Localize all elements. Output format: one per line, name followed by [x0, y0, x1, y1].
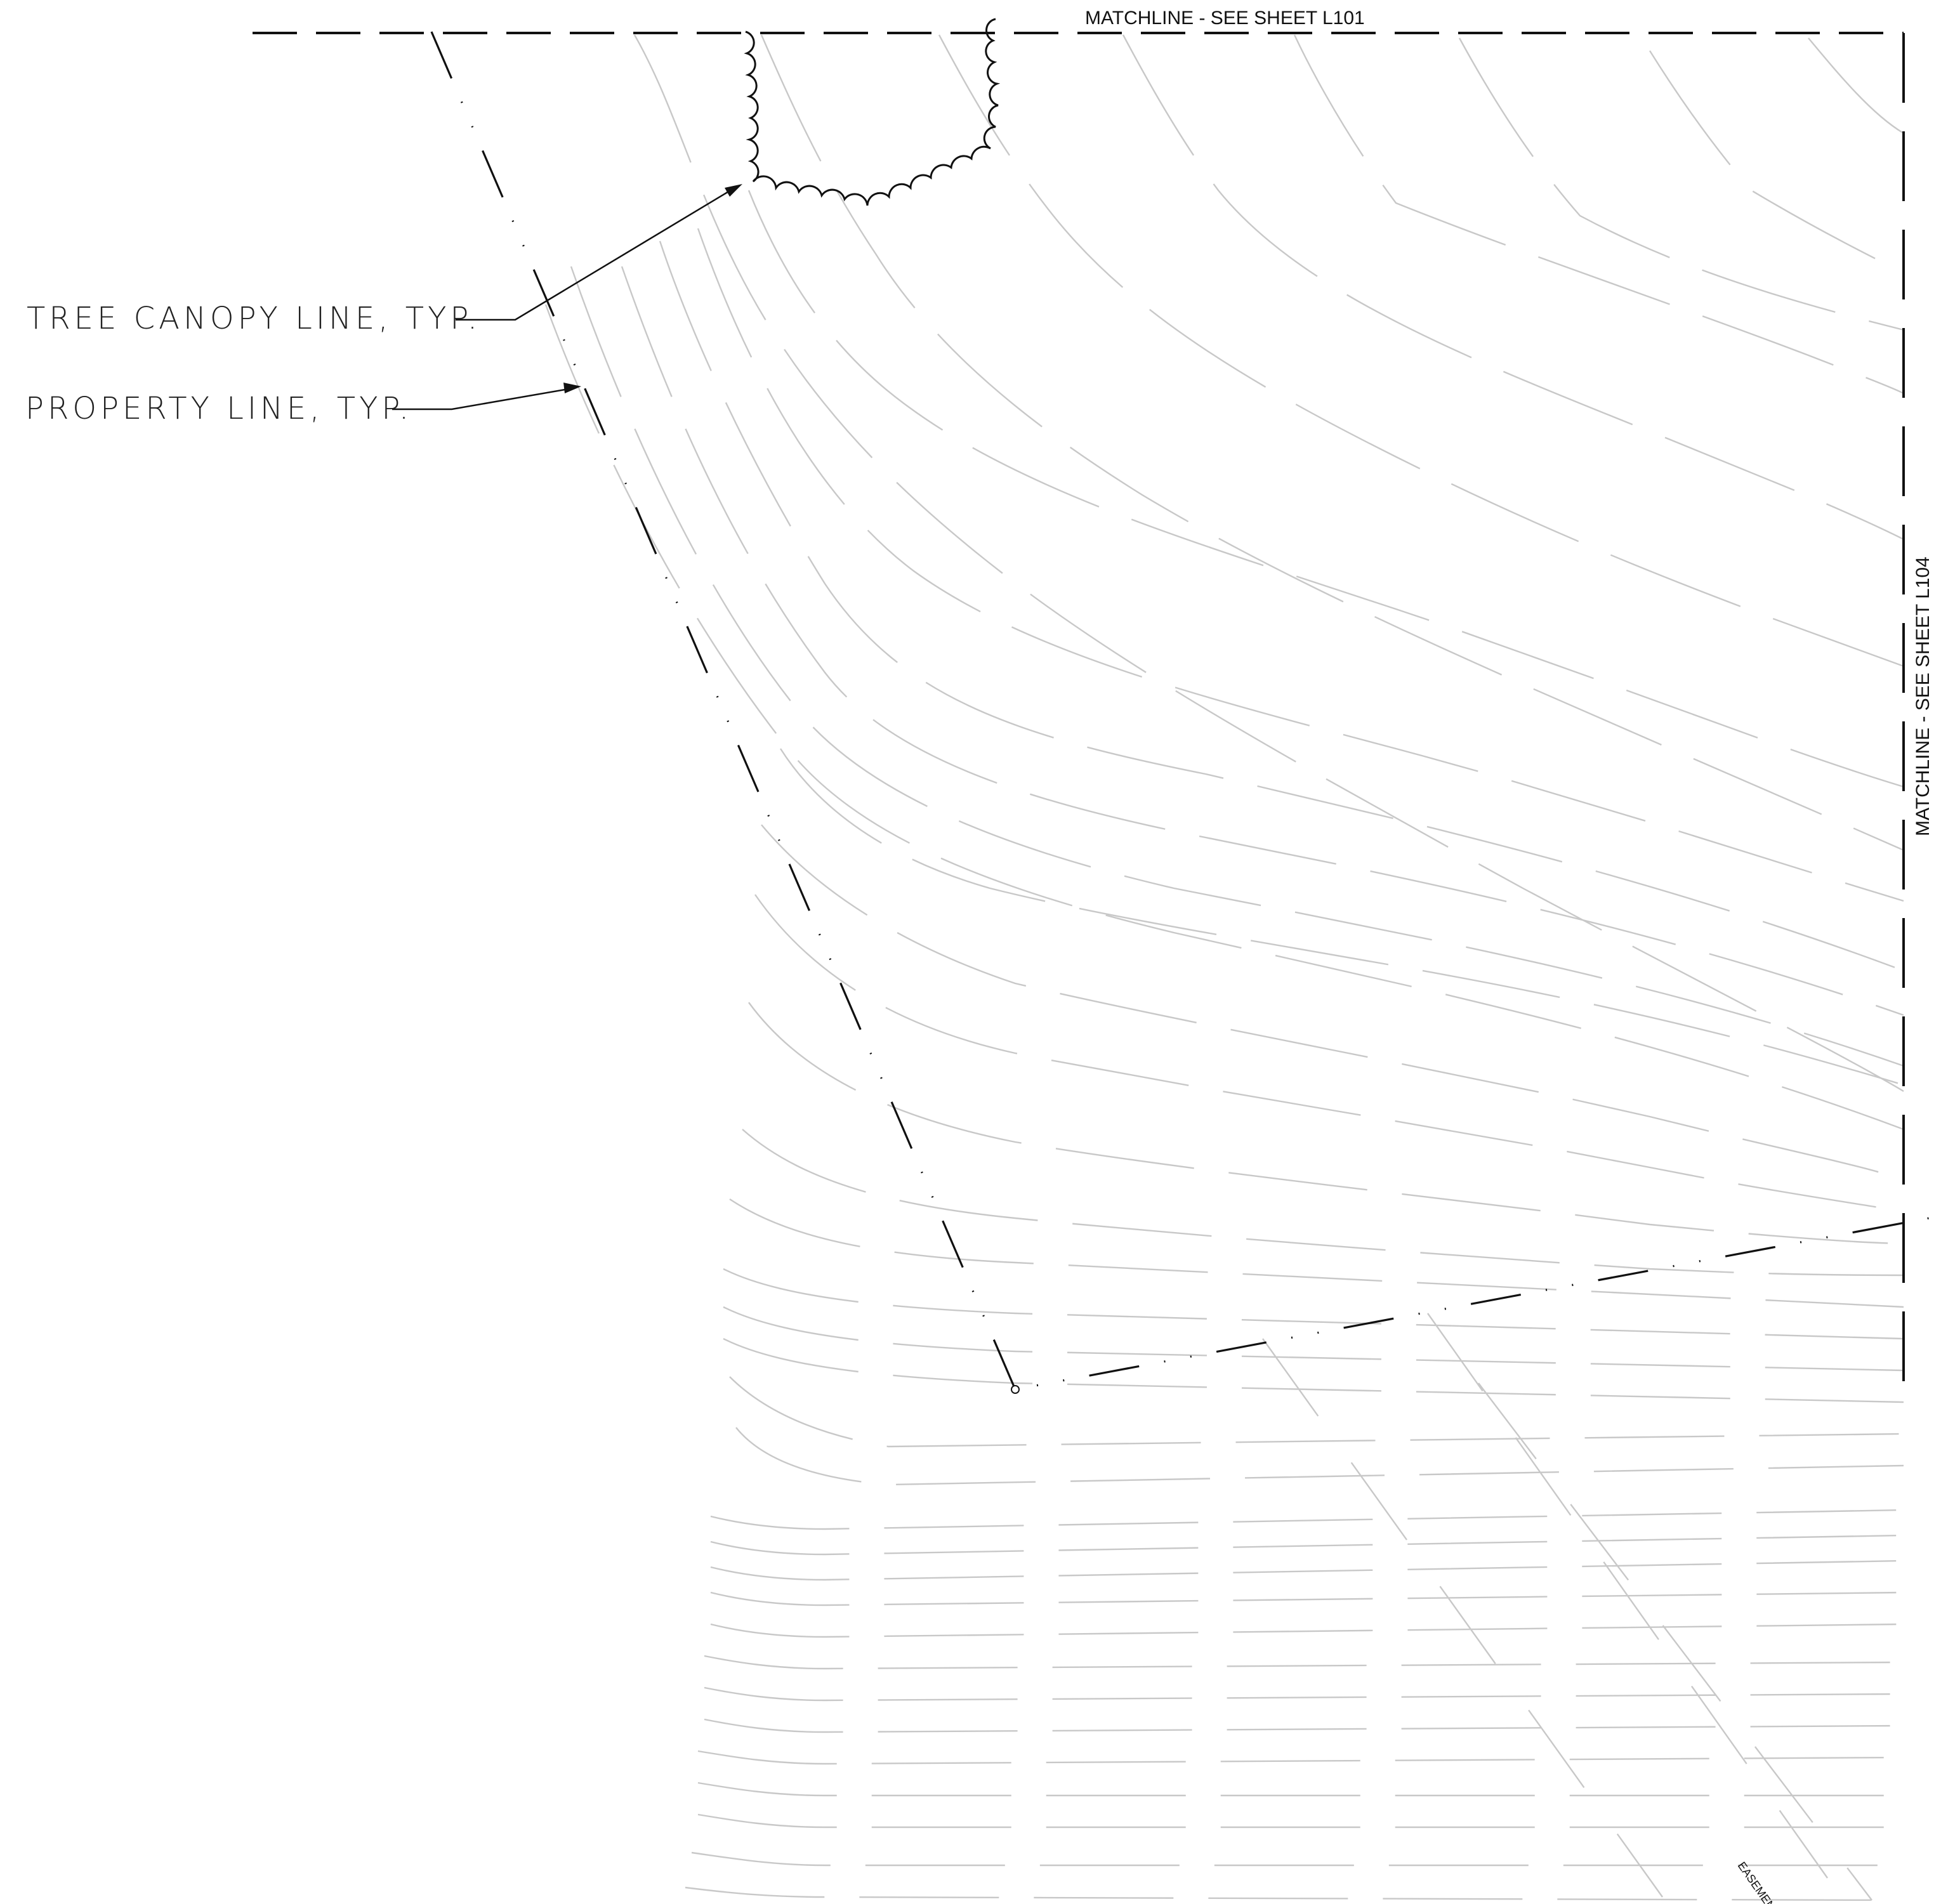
tree-canopy-callout: TREE CANOPY LINE, TYP.	[27, 301, 481, 336]
matchline-border	[253, 32, 1905, 1396]
matchline-top-label: MATCHLINE - SEE SHEET L101	[1085, 8, 1365, 29]
easement-lines: EASEMENT	[1262, 1313, 1872, 1904]
property-line	[430, 31, 1930, 1394]
property-line-arrowhead	[563, 383, 581, 393]
leader-lines	[392, 184, 742, 410]
matchline-right-label: MATCHLINE - SEE SHEET L104	[1912, 556, 1933, 836]
existing-contours	[544, 34, 1904, 1901]
tree-canopy-arrowhead	[725, 184, 742, 197]
property-corner-marker	[1011, 1385, 1020, 1394]
tree-canopy	[744, 18, 1001, 206]
property-line-callout: PROPERTY LINE, TYP.	[25, 391, 412, 426]
easement-label: EASEMENT	[1735, 1860, 1782, 1904]
